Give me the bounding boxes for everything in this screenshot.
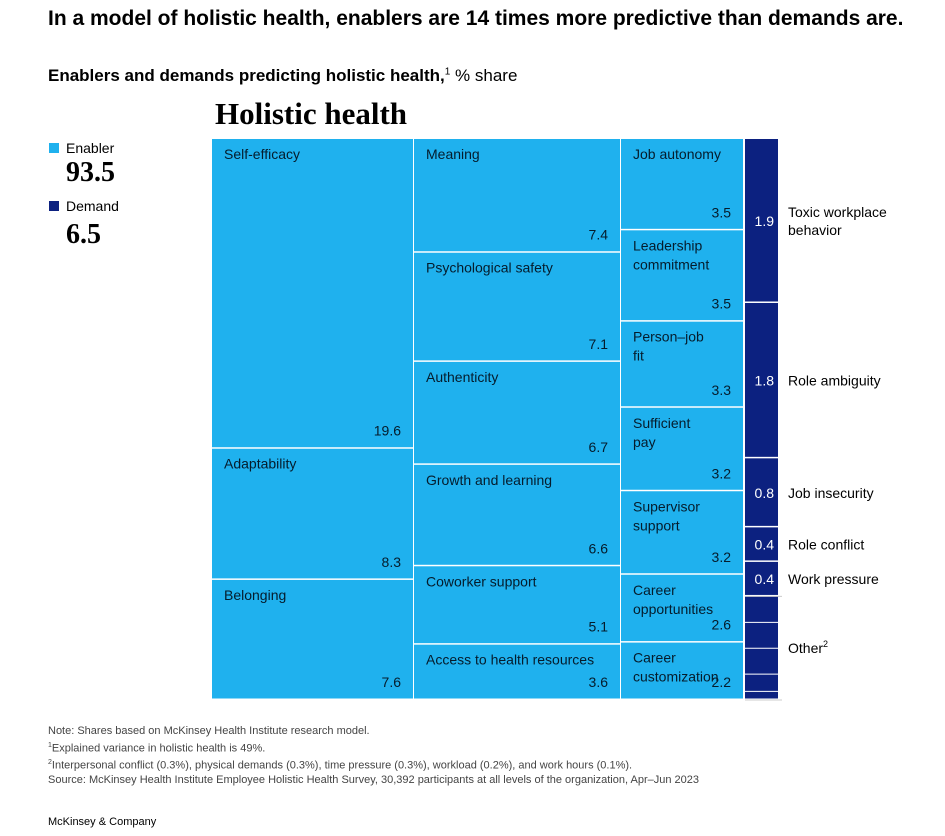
cell-growth-and-learning bbox=[414, 464, 620, 565]
cell-value-psychological-safety: 7.1 bbox=[589, 336, 609, 352]
cell-value-career-customization: 2.2 bbox=[712, 674, 732, 690]
cell-coworker-support bbox=[414, 566, 620, 644]
demand-cell-toxic-workplace-behavior bbox=[745, 139, 778, 302]
cell-career-customization bbox=[621, 642, 743, 699]
cell-value-self-efficacy: 19.6 bbox=[374, 423, 401, 439]
footnote-2: 2Interpersonal conflict (0.3%), physical… bbox=[48, 758, 633, 772]
cell-value-leadership-commitment: 3.5 bbox=[712, 296, 732, 312]
notes: Note: Shares based on McKinsey Health In… bbox=[48, 724, 699, 787]
cell-value-job-autonomy: 3.5 bbox=[712, 204, 732, 220]
cell-label-psychological-safety: Psychological safety bbox=[426, 260, 553, 276]
demand-label-footnote-marker: 2 bbox=[823, 639, 828, 649]
subtitle-footnote-marker: 1 bbox=[444, 66, 451, 78]
demand-value-toxic-workplace-behavior: 1.9 bbox=[755, 213, 775, 229]
legend-enabler-value: 93.5 bbox=[66, 157, 115, 188]
footer-brand: McKinsey & Company bbox=[48, 816, 157, 828]
cell-leadership-commitment bbox=[621, 230, 743, 321]
cell-label-career-customization: customization bbox=[633, 669, 719, 685]
demand-label-role-conflict: Role conflict bbox=[788, 537, 864, 553]
cell-label-self-efficacy: Self-efficacy bbox=[224, 146, 300, 162]
cell-value-meaning: 7.4 bbox=[589, 227, 609, 243]
demand-label-toxic-workplace-behavior: Toxic workplace bbox=[788, 204, 887, 220]
cell-label-supervisor-support: Supervisor bbox=[633, 498, 700, 514]
demand-value-role-ambiguity: 1.8 bbox=[755, 373, 775, 389]
cell-label-leadership-commitment: commitment bbox=[633, 256, 709, 272]
demand-cell-role-conflict bbox=[745, 527, 778, 561]
legend-enabler-label: Enabler bbox=[66, 140, 115, 156]
cell-person-job-fit bbox=[621, 321, 743, 407]
cell-value-person-job-fit: 3.3 bbox=[712, 382, 732, 398]
cell-label-career-customization: Career bbox=[633, 650, 676, 666]
cell-label-access-to-health-resources: Access to health resources bbox=[426, 652, 594, 668]
demand-swatch bbox=[49, 201, 59, 211]
cell-label-job-autonomy: Job autonomy bbox=[633, 146, 721, 162]
cell-label-meaning: Meaning bbox=[426, 146, 480, 162]
cell-label-supervisor-support: support bbox=[633, 517, 680, 533]
cell-authenticity bbox=[414, 361, 620, 464]
chart-title: In a model of holistic health, enablers … bbox=[48, 7, 904, 30]
cell-value-adaptability: 8.3 bbox=[382, 554, 402, 570]
chart-subtitle: Enablers and demands predicting holistic… bbox=[48, 66, 517, 86]
demand-value-job-insecurity: 0.8 bbox=[755, 485, 775, 501]
cell-belonging bbox=[212, 579, 413, 699]
enabler-swatch bbox=[49, 143, 59, 153]
demand-label-role-ambiguity: Role ambiguity bbox=[788, 373, 881, 389]
cell-psychological-safety bbox=[414, 252, 620, 361]
cell-job-autonomy bbox=[621, 139, 743, 229]
legend-enabler: Enabler bbox=[49, 140, 114, 156]
cell-label-person-job-fit: Person–job bbox=[633, 329, 704, 345]
subtitle-bold: Enablers and demands predicting holistic… bbox=[48, 66, 445, 85]
legend-demand-value: 6.5 bbox=[66, 219, 101, 250]
cell-value-access-to-health-resources: 3.6 bbox=[589, 674, 609, 690]
cell-sufficient-pay bbox=[621, 407, 743, 490]
cell-label-sufficient-pay: Sufficient bbox=[633, 415, 690, 431]
demand-cell-work-pressure bbox=[745, 561, 778, 595]
demand-value-role-conflict: 0.4 bbox=[755, 537, 775, 553]
cell-value-career-opportunities: 2.6 bbox=[712, 617, 732, 633]
cell-career-opportunities bbox=[621, 574, 743, 642]
demand-label-job-insecurity: Job insecurity bbox=[788, 485, 874, 501]
cell-label-person-job-fit: fit bbox=[633, 348, 644, 364]
demand-cell-job-insecurity bbox=[745, 458, 778, 526]
source-line: Source: McKinsey Health Institute Employ… bbox=[48, 773, 699, 786]
cell-self-efficacy bbox=[212, 139, 413, 448]
cell-adaptability bbox=[212, 448, 413, 579]
cell-access-to-health-resources bbox=[414, 644, 620, 699]
demand-cell-other bbox=[745, 596, 778, 699]
cell-label-career-opportunities: opportunities bbox=[633, 601, 713, 617]
demand-label-other: Other2 bbox=[788, 639, 828, 656]
legend-demand-label: Demand bbox=[66, 198, 119, 214]
demand-label-toxic-workplace-behavior: behavior bbox=[788, 222, 842, 238]
cell-label-adaptability: Adaptability bbox=[224, 456, 296, 472]
cell-value-belonging: 7.6 bbox=[382, 674, 402, 690]
cell-supervisor-support bbox=[621, 491, 743, 574]
cell-label-leadership-commitment: Leadership bbox=[633, 237, 702, 253]
subtitle-units: % share bbox=[450, 66, 518, 85]
cell-value-authenticity: 6.7 bbox=[589, 439, 609, 455]
cell-meaning bbox=[414, 139, 620, 252]
demand-label-work-pressure: Work pressure bbox=[788, 571, 879, 587]
demand-value-work-pressure: 0.4 bbox=[755, 571, 775, 587]
cell-label-belonging: Belonging bbox=[224, 587, 286, 603]
legend-demand: Demand bbox=[49, 198, 119, 214]
cell-value-growth-and-learning: 6.6 bbox=[589, 540, 609, 556]
cell-label-authenticity: Authenticity bbox=[426, 369, 498, 385]
cell-label-career-opportunities: Career bbox=[633, 582, 676, 598]
demand-cell-role-ambiguity bbox=[745, 302, 778, 457]
cell-label-growth-and-learning: Growth and learning bbox=[426, 472, 552, 488]
cell-value-supervisor-support: 3.2 bbox=[712, 549, 732, 565]
note-line: Note: Shares based on McKinsey Health In… bbox=[48, 725, 370, 737]
chart-heading: Holistic health bbox=[215, 96, 408, 131]
cell-label-coworker-support: Coworker support bbox=[426, 573, 537, 589]
cell-value-coworker-support: 5.1 bbox=[589, 619, 609, 635]
cell-value-sufficient-pay: 3.2 bbox=[712, 465, 732, 481]
cell-label-sufficient-pay: pay bbox=[633, 434, 656, 450]
footnote-1: 1Explained variance in holistic health i… bbox=[48, 741, 266, 755]
